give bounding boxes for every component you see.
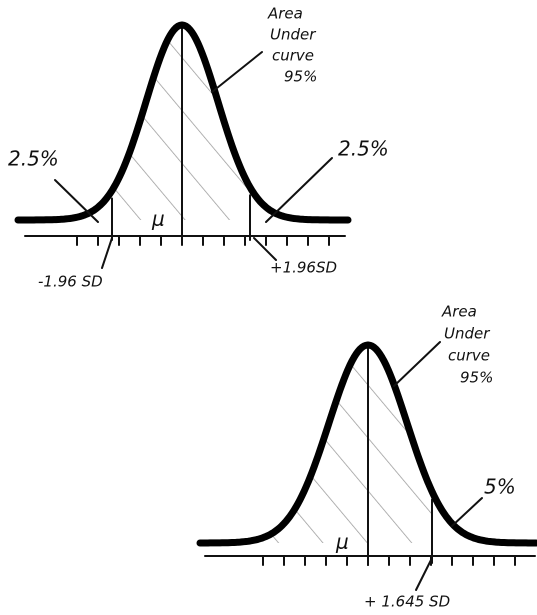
left-tail-label: 2.5% [8, 147, 59, 171]
left-cutoff-label: -1.96 SD [38, 273, 103, 291]
pointer-line [415, 557, 433, 591]
annotation-line: 95% [284, 68, 317, 86]
normal-curve [14, 21, 352, 224]
mean-label: μ [151, 207, 165, 231]
pointer-line [54, 179, 99, 223]
right-cutoff-label: + 1.645 SD [364, 593, 450, 611]
pointer-line [253, 237, 277, 261]
annotation-line: curve [272, 47, 314, 65]
annotation-line: curve [448, 347, 490, 365]
annotation-line: 95% [460, 369, 493, 387]
right-cutoff-label: +1.96SD [270, 259, 337, 277]
annotation-line: Under [270, 26, 316, 44]
pointer-line [101, 237, 113, 269]
pointer-line [211, 51, 263, 93]
mean-label: μ [335, 530, 349, 554]
annotation-line: Under [444, 325, 490, 343]
pointer-line [265, 157, 333, 223]
annotation-line: Area [441, 303, 477, 321]
right-tail-label: 5% [484, 475, 516, 499]
pointer-line [451, 497, 483, 527]
pointer-line [393, 341, 441, 387]
annotation-line: Area [267, 5, 303, 23]
normal-curve [196, 341, 537, 547]
right-tail-label: 2.5% [338, 137, 389, 161]
